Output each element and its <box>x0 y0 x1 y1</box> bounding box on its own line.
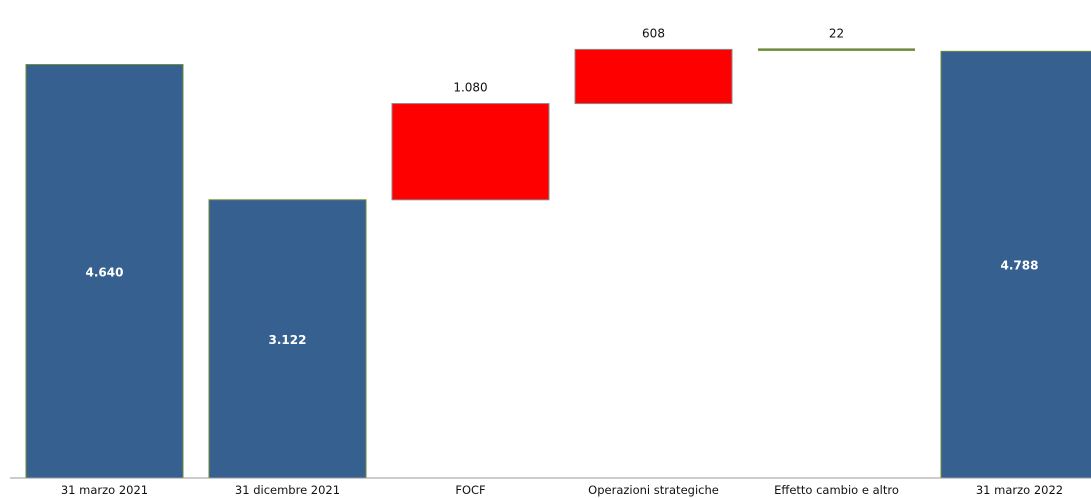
value-label: 3.122 <box>269 333 307 347</box>
x-tick-label: Operazioni strategiche <box>588 483 719 497</box>
value-label: 22 <box>829 26 844 40</box>
bar-31-dicembre-2021 <box>208 199 367 479</box>
x-tick-label: 31 dicembre 2021 <box>235 483 340 497</box>
bar-focf <box>391 103 550 201</box>
x-tick-label: Effetto cambio e altro <box>774 483 899 497</box>
value-label: 4.640 <box>86 265 124 279</box>
x-tick-label: FOCF <box>455 483 485 497</box>
bar-31-marzo-2021 <box>25 64 184 479</box>
x-tick-labels-layer: 31 marzo 2021 31 dicembre 2021 FOCF Operazi… <box>61 483 1063 497</box>
value-labels-layer: 4.640 3.122 1.080 608 22 4.788 <box>86 26 1039 347</box>
x-tick-label: 31 marzo 2022 <box>976 483 1063 497</box>
bar-operazioni-strategiche <box>574 48 733 105</box>
value-label: 1.080 <box>453 81 487 95</box>
bars-layer <box>25 48 1091 479</box>
value-label: 4.788 <box>1001 259 1039 273</box>
x-tick-label: 31 marzo 2021 <box>61 483 148 497</box>
value-label: 608 <box>642 26 665 40</box>
bar-effetto-cambio-e-altro <box>758 48 915 51</box>
